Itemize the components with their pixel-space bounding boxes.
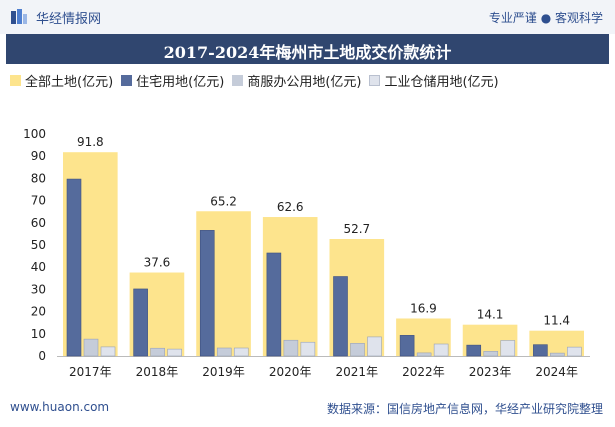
- legend-item-total: 全部土地(亿元): [10, 71, 113, 90]
- x-tick-label: 2024年: [535, 365, 578, 379]
- legend: 全部土地(亿元) 住宅用地(亿元) 商服办公用地(亿元) 工业仓储用地(亿元): [10, 70, 507, 90]
- data-label: 14.1: [477, 308, 504, 322]
- legend-item-commercial: 商服办公用地(亿元): [232, 71, 361, 90]
- footer-source: 数据来源：国信房地产信息网，华经产业研究院整理: [326, 402, 603, 416]
- y-tick-label: 100: [23, 127, 46, 141]
- title-bar: 2017-2024年梅州市土地成交价款统计: [6, 34, 609, 64]
- data-label: 91.8: [77, 135, 104, 149]
- y-tick-label: 20: [31, 305, 46, 319]
- industrial-bar: [167, 348, 182, 357]
- data-label: 16.9: [410, 301, 437, 315]
- commercial-bar: [283, 339, 299, 357]
- y-tick-label: 0: [38, 349, 46, 363]
- residential-bar: [199, 230, 215, 357]
- y-tick-label: 90: [31, 149, 46, 163]
- commercial-bar: [483, 351, 499, 357]
- bar-chart: 0 10 20 30 40 50 60 70 80 90 100 91.8 2017年 37.6 2018年…: [23, 127, 590, 379]
- industrial-bar: [500, 340, 516, 357]
- residential-bar: [133, 288, 148, 357]
- residential-bar: [266, 252, 282, 357]
- x-tick-label: 2020年: [269, 365, 312, 379]
- commercial-bar: [216, 347, 232, 357]
- commercial-bar: [83, 338, 99, 357]
- legend-swatch-industrial: [369, 74, 381, 86]
- data-label: 52.7: [343, 222, 370, 236]
- legend-label-commercial: 商服办公用地(亿元): [247, 74, 362, 90]
- legend-label-industrial: 工业仓储用地(亿元): [384, 74, 499, 90]
- legend-label-total: 全部土地(亿元): [25, 74, 114, 90]
- y-tick-label: 80: [31, 171, 46, 185]
- commercial-bar: [550, 352, 565, 357]
- x-tick-label: 2019年: [202, 365, 245, 379]
- legend-item-residential: 住宅用地(亿元): [121, 71, 224, 90]
- y-tick-label: 30: [31, 282, 46, 296]
- residential-bar: [66, 178, 82, 357]
- industrial-bar: [433, 343, 449, 357]
- top-bar: 华经情报网 专业严谨 ● 客观科学: [0, 0, 615, 34]
- x-tick-label: 2021年: [336, 365, 379, 379]
- residential-bar: [466, 344, 482, 357]
- industrial-bar: [233, 347, 249, 357]
- commercial-bar: [350, 343, 365, 357]
- data-label: 65.2: [210, 194, 237, 208]
- x-tick-label: 2018年: [136, 365, 179, 379]
- industrial-bar: [567, 346, 582, 357]
- huajing-logo-icon: [11, 9, 27, 24]
- data-label: 37.6: [144, 256, 171, 270]
- legend-item-industrial: 工业仓储用地(亿元): [369, 71, 499, 90]
- legend-swatch-commercial: [232, 74, 244, 86]
- industrial-bar: [100, 346, 116, 357]
- legend-swatch-residential: [121, 74, 133, 86]
- residential-bar: [399, 335, 415, 357]
- residential-bar: [333, 276, 348, 357]
- y-tick-label: 10: [31, 327, 46, 341]
- chart-title: 2017-2024年梅州市土地成交价款统计: [163, 43, 452, 62]
- data-label: 11.4: [543, 314, 570, 328]
- data-label: 62.6: [277, 200, 304, 214]
- x-tick-label: 2023年: [469, 365, 512, 379]
- brand-name: 华经情报网: [36, 11, 102, 27]
- legend-label-residential: 住宅用地(亿元): [136, 74, 225, 90]
- y-tick-label: 60: [31, 216, 46, 230]
- y-tick-label: 70: [31, 194, 46, 208]
- y-tick-label: 50: [31, 238, 46, 252]
- commercial-bar: [150, 347, 165, 357]
- commercial-bar: [416, 352, 432, 357]
- footer-website[interactable]: www.huaon.com: [10, 400, 110, 414]
- x-tick-label: 2017年: [69, 365, 112, 379]
- industrial-bar: [300, 341, 316, 357]
- brand[interactable]: 华经情报网: [10, 8, 102, 27]
- industrial-bar: [367, 336, 382, 357]
- y-tick-label: 40: [31, 260, 46, 274]
- legend-swatch-total: [10, 74, 21, 86]
- residential-bar: [533, 344, 548, 357]
- x-tick-label: 2022年: [402, 365, 445, 379]
- tagline: 专业严谨 ● 客观科学: [488, 11, 603, 25]
